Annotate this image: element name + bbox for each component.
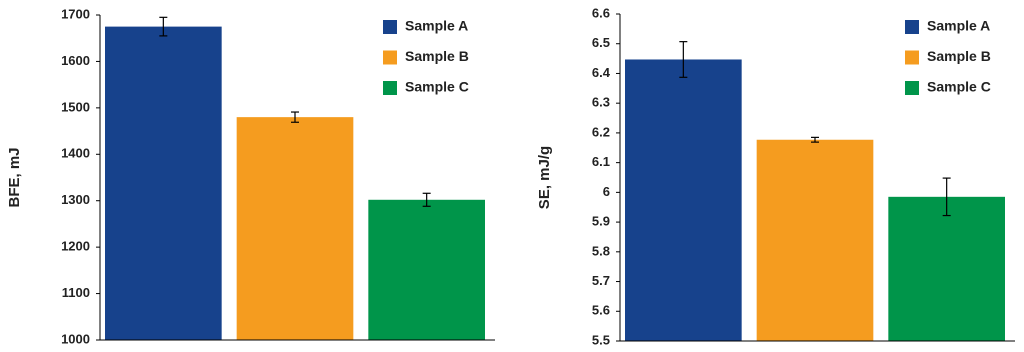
y-tick-label: 1600 [61, 53, 90, 68]
y-axis-label: SE, mJ/g [536, 146, 553, 209]
y-tick-label: 1400 [61, 146, 90, 161]
y-tick-label: 6.2 [592, 124, 610, 139]
legend-label: Sample A [927, 18, 990, 34]
legend-label: Sample C [405, 79, 469, 95]
legend-label: Sample A [405, 18, 468, 34]
bar [756, 139, 874, 341]
y-tick-label: 1300 [61, 192, 90, 207]
y-tick-label: 5.8 [592, 243, 610, 258]
y-tick-label: 5.7 [592, 273, 610, 288]
bar [236, 117, 354, 341]
y-tick-label: 6.6 [592, 5, 610, 20]
y-tick-label: 6.3 [592, 95, 610, 110]
legend-swatch [905, 50, 919, 65]
y-tick-label: 6.1 [592, 154, 610, 169]
y-axis-label: BFE, mJ [6, 147, 23, 207]
y-tick-label: 1700 [61, 6, 90, 21]
y-tick-label: 6.4 [592, 65, 611, 80]
legend-label: Sample B [927, 48, 991, 64]
y-tick-label: 6 [603, 184, 610, 199]
bar [888, 196, 1005, 341]
legend-label: Sample B [405, 48, 469, 64]
bar [105, 26, 222, 340]
legend-swatch [905, 81, 919, 95]
legend-swatch [383, 20, 397, 34]
y-tick-label: 5.9 [592, 214, 610, 229]
bar [625, 59, 742, 341]
y-tick-label: 6.5 [592, 35, 610, 50]
legend-label: Sample C [927, 79, 991, 95]
legend-swatch [383, 81, 397, 95]
y-tick-label: 1200 [61, 239, 90, 254]
y-tick-label: 1500 [61, 99, 90, 114]
legend-swatch [383, 50, 397, 65]
y-tick-label: 5.6 [592, 303, 610, 318]
legend-swatch [905, 20, 919, 34]
y-tick-label: 1100 [62, 285, 90, 300]
bar [368, 199, 485, 340]
y-tick-label: 1000 [61, 331, 90, 346]
y-tick-label: 5.5 [592, 332, 610, 347]
